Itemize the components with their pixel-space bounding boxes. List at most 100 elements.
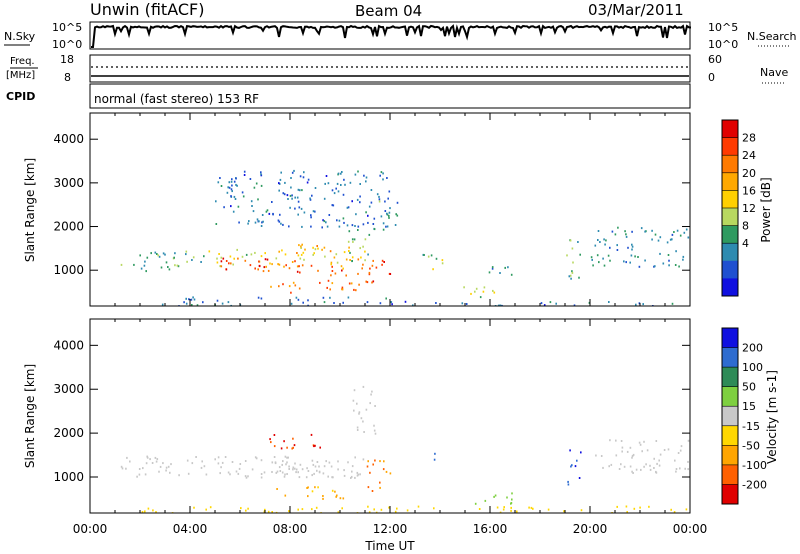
data-cell [597, 230, 600, 232]
data-cell [331, 489, 334, 492]
data-cell [379, 460, 381, 463]
data-cell [364, 250, 366, 253]
data-cell [474, 502, 477, 505]
data-cell [291, 261, 294, 263]
data-cell [227, 301, 230, 304]
data-cell [653, 265, 655, 268]
data-cell [673, 511, 676, 513]
colorbar-tick-label: 28 [742, 132, 756, 145]
data-cell [219, 177, 221, 179]
data-cell [269, 262, 271, 265]
data-cell [158, 255, 161, 258]
data-cell [340, 172, 342, 175]
data-cell [319, 281, 321, 284]
data-cell [298, 206, 301, 209]
data-cell [621, 446, 624, 449]
data-cell [154, 251, 157, 254]
data-cell [193, 506, 195, 509]
data-cell [292, 437, 294, 440]
data-cell [350, 475, 353, 478]
data-cell [271, 471, 273, 473]
data-region [390, 300, 674, 306]
data-cell [568, 275, 571, 278]
data-cell [625, 235, 628, 238]
data-cell [645, 463, 647, 466]
data-cell [234, 198, 237, 200]
data-cell [185, 253, 187, 256]
data-cell [298, 287, 301, 290]
data-cell [267, 510, 270, 513]
data-cell [353, 409, 355, 412]
colorbar-tick-label: 24 [742, 149, 756, 162]
data-cell [359, 201, 361, 204]
colorbar-swatch [722, 208, 738, 227]
data-cell [233, 195, 236, 198]
data-region [271, 460, 354, 479]
data-cell [507, 266, 509, 269]
data-cell [569, 239, 572, 242]
data-cell [365, 176, 368, 179]
data-cell [578, 477, 581, 479]
data-cell [235, 470, 238, 473]
data-cell [230, 195, 232, 198]
data-cell [687, 460, 689, 463]
data-cell [644, 230, 646, 233]
data-cell [382, 222, 385, 225]
data-cell [299, 463, 302, 466]
data-cell [255, 182, 258, 185]
nsky-series-line [91, 24, 692, 48]
data-cell [484, 499, 487, 502]
data-cell [205, 508, 207, 511]
data-cell [120, 263, 123, 266]
data-cell [275, 511, 278, 513]
data-cell [178, 474, 180, 477]
data-cell [348, 246, 350, 249]
colorbar-tick-label: 16 [742, 184, 756, 197]
data-cell [286, 461, 288, 464]
data-cell [271, 263, 273, 266]
data-cell [433, 507, 435, 510]
data-cell [299, 175, 302, 178]
data-cell [386, 177, 388, 179]
data-cell [220, 466, 222, 469]
data-cell [303, 171, 305, 174]
data-cell [659, 236, 662, 239]
data-cell [669, 238, 672, 241]
data-cell [510, 273, 513, 276]
data-cell [336, 494, 338, 497]
data-cell [342, 193, 345, 196]
data-cell [687, 468, 689, 471]
data-cell [366, 465, 369, 468]
data-cell [312, 463, 315, 466]
data-region [269, 434, 296, 450]
data-cell [631, 248, 633, 251]
data-cell [185, 297, 187, 300]
data-region [310, 433, 321, 449]
data-cell [540, 302, 543, 305]
data-cell [326, 225, 329, 228]
data-cell [470, 292, 472, 295]
data-cell [351, 256, 354, 259]
data-cell [288, 465, 290, 468]
data-cell [312, 210, 315, 213]
data-cell [285, 463, 287, 466]
data-cell [321, 248, 323, 251]
data-cell [295, 471, 297, 474]
colorbar-tick-label: -15 [742, 420, 760, 433]
data-cell [641, 450, 643, 453]
data-cell [251, 468, 254, 471]
data-cell [602, 466, 604, 469]
data-cell [323, 465, 326, 468]
colorbar-tick-label: 100 [742, 361, 763, 374]
data-region [276, 486, 345, 500]
data-cell [374, 405, 376, 407]
data-cell [340, 265, 343, 268]
data-cell [657, 239, 660, 242]
data-cell [158, 470, 160, 473]
nsearch-label: N.Search [747, 30, 797, 43]
data-cell [371, 264, 374, 267]
data-cell [125, 467, 127, 470]
data-cell [493, 291, 496, 294]
data-cell [310, 225, 312, 228]
data-cell [341, 288, 344, 291]
